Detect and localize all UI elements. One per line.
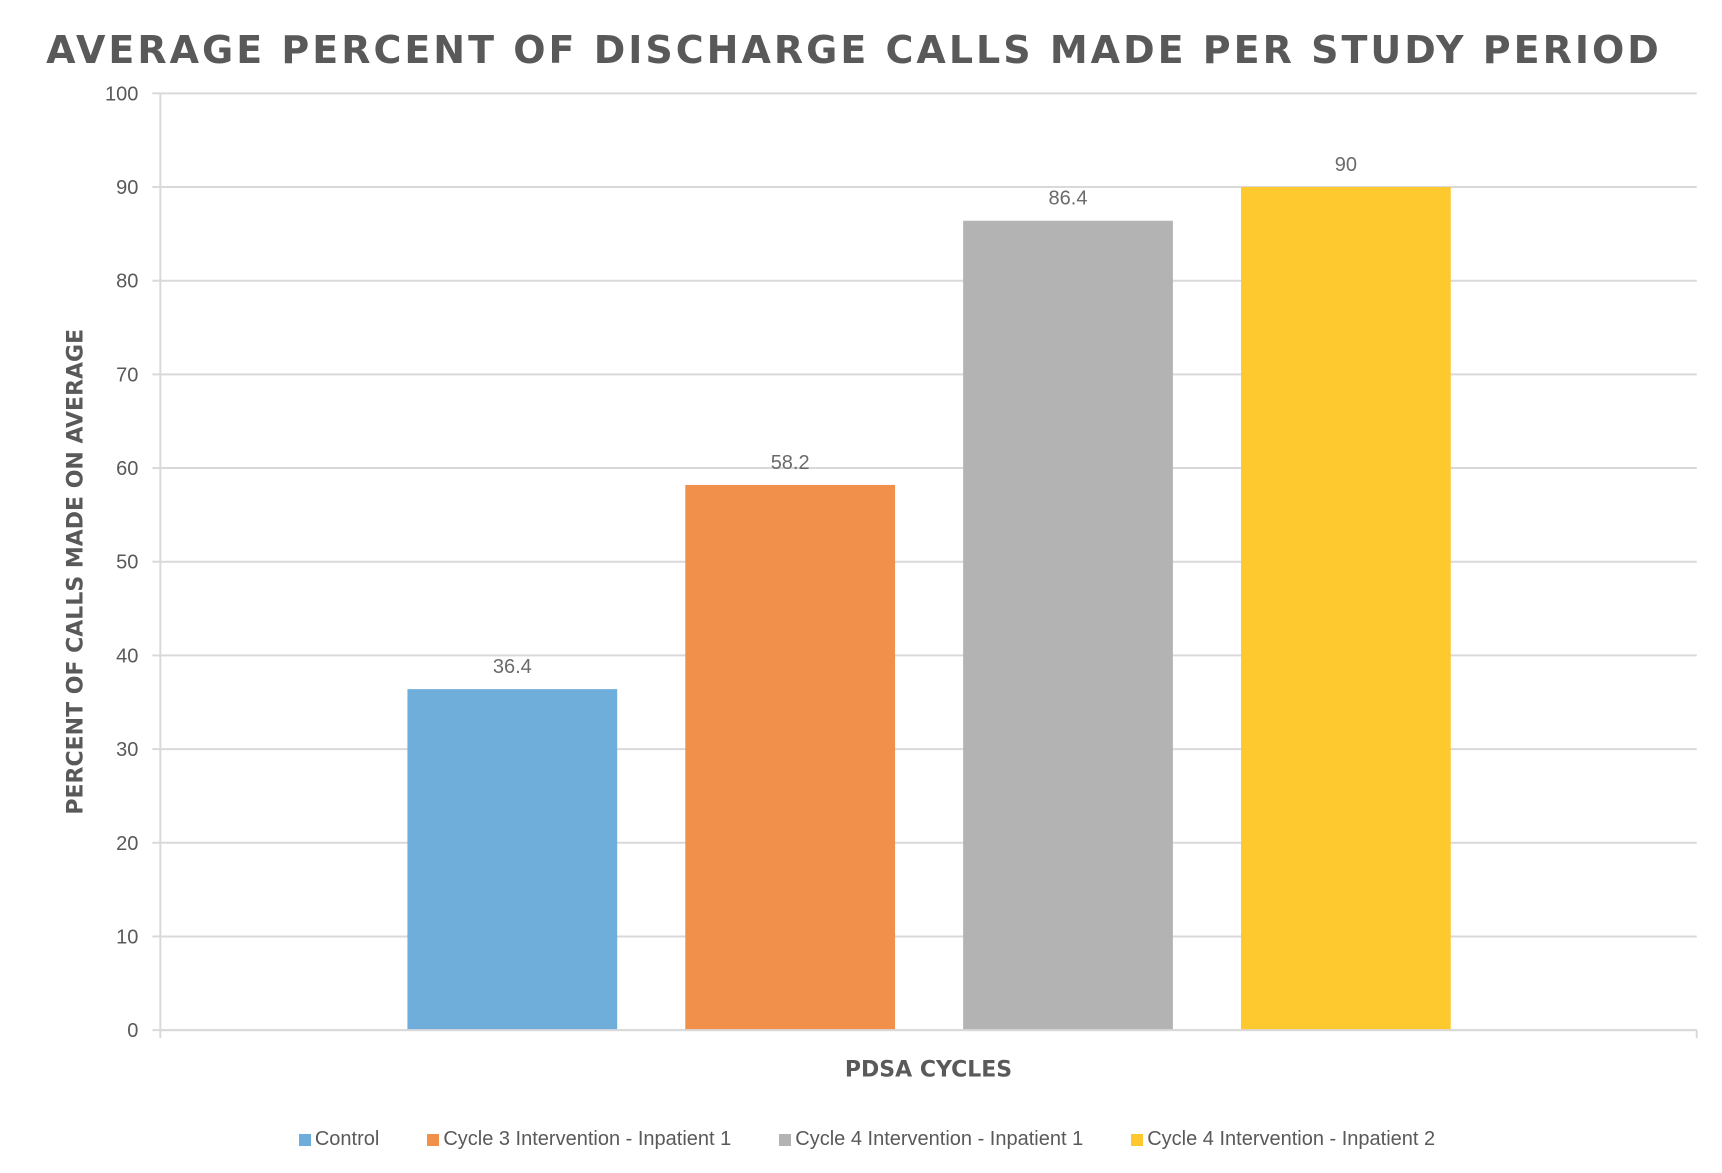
y-tick-label: 80 (116, 271, 138, 293)
legend-swatch (298, 1133, 311, 1146)
data-label: 58.2 (771, 452, 810, 474)
y-axis-title: PERCENT OF CALLS MADE ON AVERAGE (63, 329, 88, 815)
bar-cycle-4-intervention-inpatient-2 (1240, 187, 1451, 1031)
y-tick-label: 90 (116, 177, 138, 199)
legend-item: Cycle 4 Intervention - Inpatient 1 (779, 1128, 1083, 1151)
legend-item: Control (298, 1128, 380, 1151)
y-tick-label: 20 (116, 833, 138, 855)
bar-cycle-3-intervention-inpatient-1 (685, 484, 896, 1031)
y-tick-label: 50 (116, 552, 138, 574)
y-tick-label: 10 (116, 926, 138, 948)
legend-swatch (427, 1133, 440, 1146)
legend-label: Cycle 4 Intervention - Inpatient 2 (1147, 1128, 1436, 1150)
data-labels: 36.4 58.2 86.4 90 (493, 154, 1357, 678)
y-tick-label: 0 (127, 1020, 138, 1042)
y-tick-label: 100 (105, 83, 138, 105)
legend-item: Cycle 3 Intervention - Inpatient 1 (427, 1128, 731, 1151)
y-tick-label: 30 (116, 739, 138, 761)
y-axis-ticks: 0 10 20 30 40 50 60 70 80 90 100 (105, 83, 1698, 1042)
bar-control (407, 689, 618, 1031)
legend: Control Cycle 3 Intervention - Inpatient … (6, 1128, 1722, 1151)
data-label: 90 (1335, 154, 1357, 176)
bar-cycle-4-intervention-inpatient-1 (963, 220, 1173, 1031)
y-tick-label: 60 (116, 458, 138, 480)
x-axis-title: PDSA CYCLES (845, 1057, 1012, 1082)
legend-label: Cycle 3 Intervention - Inpatient 1 (443, 1128, 732, 1150)
chart-title: AVERAGE PERCENT OF DISCHARGE CALLS MADE … (46, 28, 1662, 72)
y-tick-label: 40 (116, 645, 138, 667)
legend-swatch (1131, 1133, 1144, 1146)
data-label: 36.4 (493, 656, 532, 678)
legend-swatch (779, 1133, 792, 1146)
gridlines (160, 92, 1697, 1032)
legend-label: Control (314, 1128, 380, 1150)
legend-item: Cycle 4 Intervention - Inpatient 2 (1131, 1128, 1435, 1151)
y-tick-label: 70 (116, 364, 138, 386)
data-label: 86.4 (1049, 188, 1088, 210)
bars (407, 187, 1451, 1031)
legend-label: Cycle 4 Intervention - Inpatient 1 (795, 1128, 1084, 1150)
